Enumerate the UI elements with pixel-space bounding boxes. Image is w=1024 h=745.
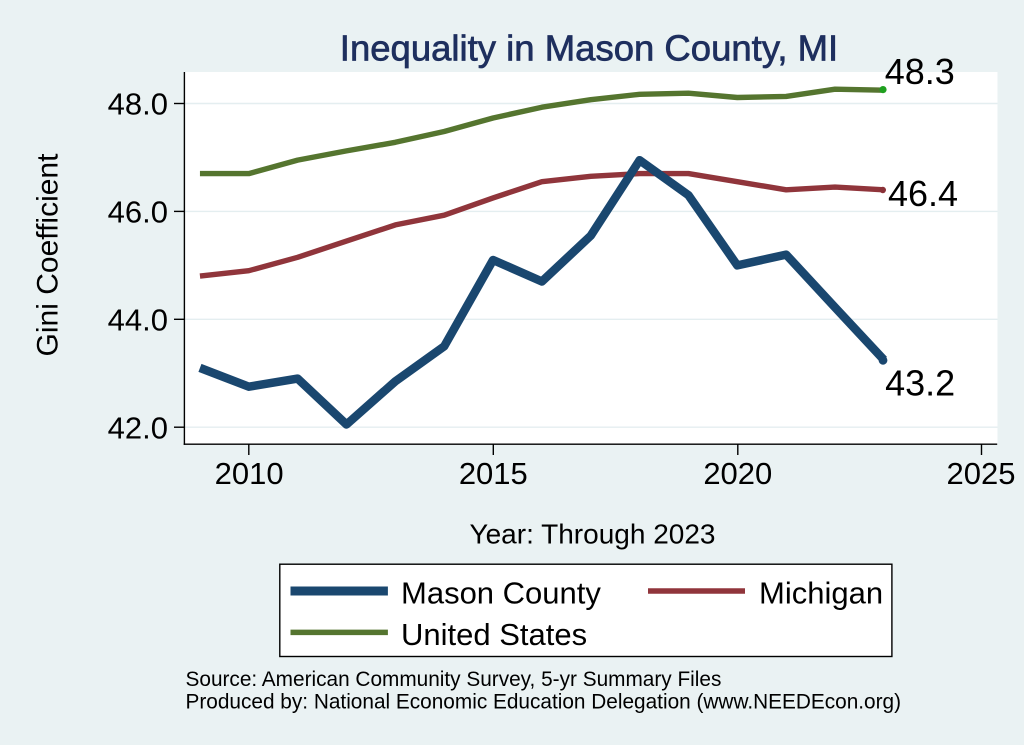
svg-text:2020: 2020 bbox=[703, 456, 772, 491]
svg-text:Michigan: Michigan bbox=[759, 576, 883, 611]
svg-text:43.2: 43.2 bbox=[885, 363, 955, 404]
svg-text:Year: Through 2023: Year: Through 2023 bbox=[470, 519, 716, 550]
svg-text:42.0: 42.0 bbox=[108, 410, 168, 445]
svg-text:48.0: 48.0 bbox=[108, 87, 168, 122]
svg-text:Inequality in Mason County, MI: Inequality in Mason County, MI bbox=[340, 28, 838, 69]
svg-text:Mason County: Mason County bbox=[401, 576, 601, 611]
svg-text:Source: American Community Sur: Source: American Community Survey, 5-yr … bbox=[186, 668, 722, 691]
svg-text:United States: United States bbox=[401, 617, 587, 652]
svg-text:44.0: 44.0 bbox=[108, 302, 168, 337]
svg-text:Produced by: National Economic: Produced by: National Economic Education… bbox=[186, 691, 902, 714]
svg-text:46.0: 46.0 bbox=[108, 195, 168, 230]
svg-text:2010: 2010 bbox=[215, 456, 284, 491]
svg-text:46.4: 46.4 bbox=[888, 173, 958, 214]
svg-text:2025: 2025 bbox=[947, 456, 1016, 491]
svg-text:2015: 2015 bbox=[459, 456, 528, 491]
svg-text:Gini Coefficient: Gini Coefficient bbox=[32, 153, 65, 357]
svg-text:48.3: 48.3 bbox=[885, 51, 955, 92]
